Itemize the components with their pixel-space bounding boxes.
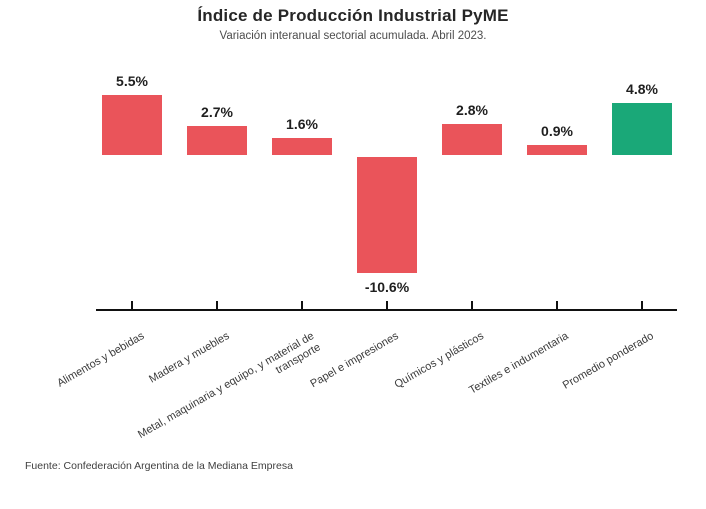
x-axis-tick bbox=[471, 301, 473, 309]
x-axis-tick bbox=[386, 301, 388, 309]
x-tick-label: Papel e impresiones bbox=[308, 330, 401, 391]
x-axis-tick bbox=[131, 301, 133, 309]
bar-value-label: 2.8% bbox=[456, 102, 488, 118]
bar-value-label: 4.8% bbox=[626, 81, 658, 97]
x-tick-label: Metal, maquinaria y equipo, y material d… bbox=[135, 330, 323, 441]
bar-value-label: 2.7% bbox=[201, 104, 233, 120]
x-axis-tick bbox=[301, 301, 303, 309]
bar-0 bbox=[102, 95, 162, 155]
chart-title: Índice de Producción Industrial PyME bbox=[197, 6, 509, 25]
bar-1 bbox=[187, 126, 247, 155]
x-tick-label: Alimentos y bebidas bbox=[54, 330, 146, 390]
x-axis-tick bbox=[641, 301, 643, 309]
bar-6 bbox=[612, 103, 672, 155]
bar-value-label: -10.6% bbox=[364, 279, 410, 295]
bar-value-label: 1.6% bbox=[286, 116, 318, 132]
bar-4 bbox=[442, 124, 502, 155]
x-axis-tick bbox=[216, 301, 218, 309]
x-tick-label: Promedio ponderado bbox=[561, 330, 656, 392]
bar-3 bbox=[357, 157, 417, 273]
bar-2 bbox=[272, 138, 332, 155]
bar-value-label: 5.5% bbox=[116, 73, 148, 89]
x-axis-tick bbox=[556, 301, 558, 309]
x-tick-label: Madera y muebles bbox=[146, 330, 231, 386]
source-note: Fuente: Confederación Argentina de la Me… bbox=[25, 460, 293, 472]
chart-subtitle: Variación interanual sectorial acumulada… bbox=[219, 30, 487, 42]
bar-5 bbox=[527, 145, 587, 155]
bar-value-label: 0.9% bbox=[541, 123, 573, 139]
x-axis-line bbox=[96, 309, 677, 311]
